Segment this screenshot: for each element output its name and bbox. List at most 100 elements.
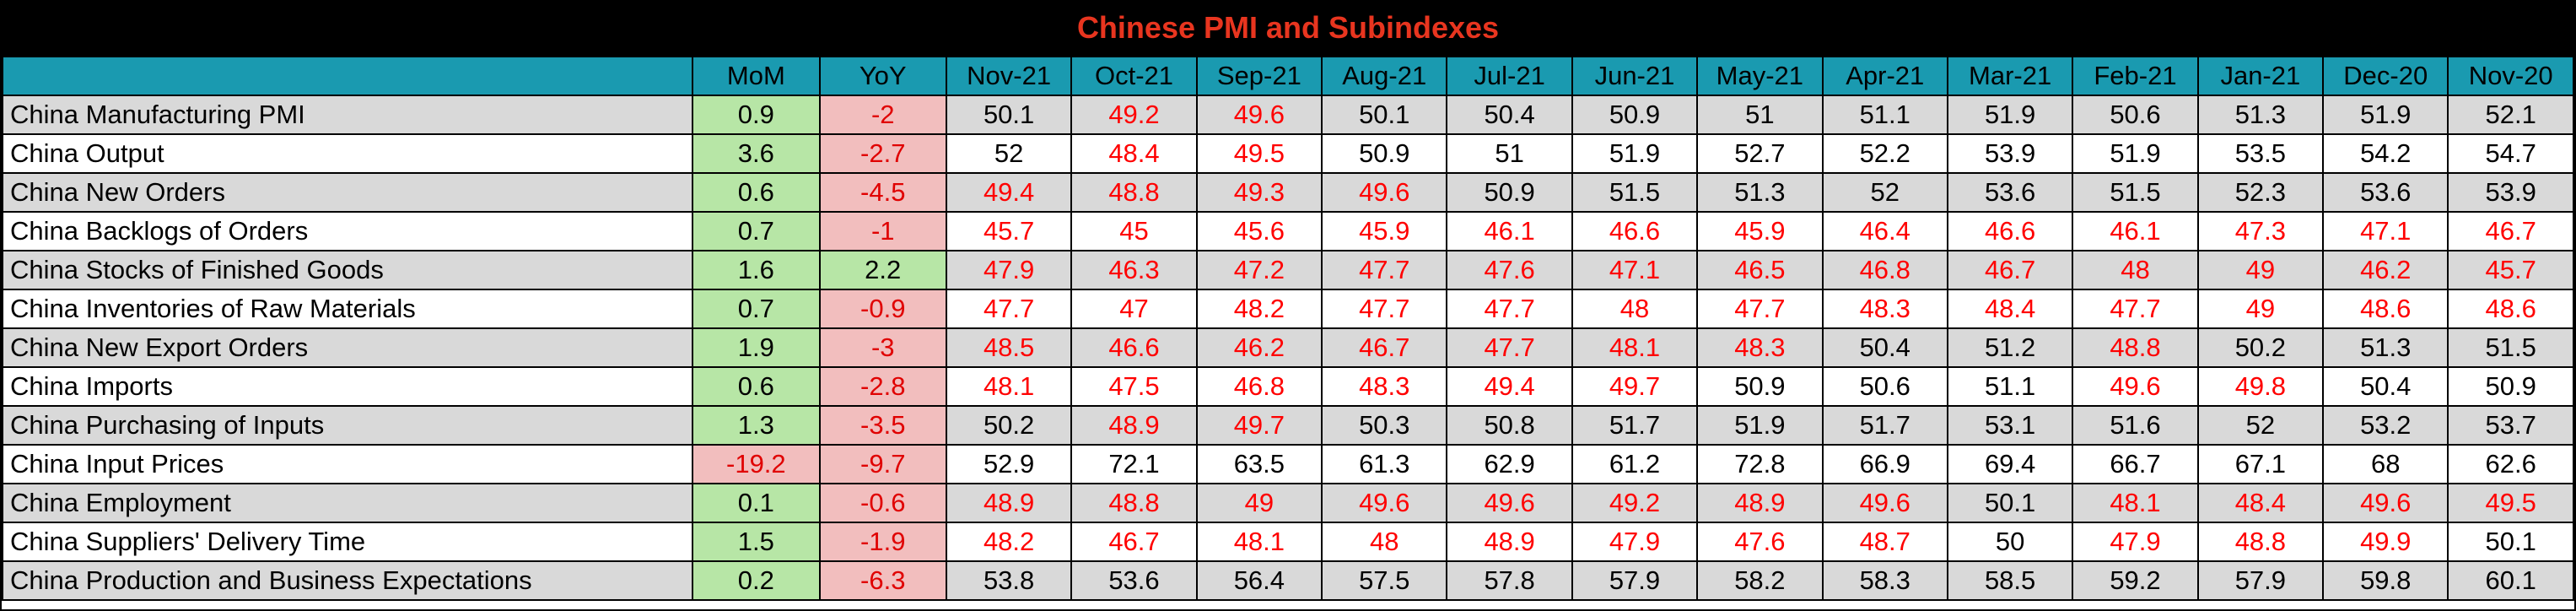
value-cell: 52: [945, 133, 1073, 174]
value-cell: 53.6: [1946, 172, 2074, 213]
value-cell: 48: [1571, 289, 1699, 329]
value-cell: 49.8: [2196, 366, 2325, 407]
value-cell: 50.9: [1446, 172, 1573, 213]
table-row: China Stocks of Finished Goods 1.6 2.2 47.9…: [1, 250, 2574, 290]
value-cell: 49.6: [2072, 366, 2199, 407]
row-label: China Manufacturing PMI: [1, 95, 694, 135]
value-cell: 46.8: [1821, 250, 1948, 290]
value-cell: 53.1: [1946, 405, 2074, 446]
value-cell: 47.7: [945, 289, 1073, 329]
value-cell: 50: [1946, 522, 2074, 562]
value-cell: 52.2: [1821, 133, 1948, 174]
value-cell: 50.2: [945, 405, 1073, 446]
value-cell: 58.2: [1696, 560, 1824, 601]
value-cell: 49.6: [1321, 172, 1448, 213]
value-cell: 62.9: [1446, 444, 1573, 484]
row-label: China Input Prices: [1, 444, 694, 484]
value-cell: 49.4: [945, 172, 1073, 213]
yoy-cell: -3: [818, 327, 947, 368]
value-cell: 50.1: [1946, 483, 2074, 523]
column-header-dec-20: Dec-20: [2322, 56, 2449, 96]
value-cell: 49.6: [1821, 483, 1948, 523]
mom-cell: 1.5: [692, 522, 821, 562]
value-cell: 57.5: [1321, 560, 1448, 601]
table-row: China Employment 0.1 -0.6 48.9 48.8 49 49.6 49.…: [1, 483, 2574, 523]
value-cell: 47.6: [1696, 522, 1824, 562]
value-cell: 49.9: [2322, 522, 2449, 562]
value-cell: 53.6: [1070, 560, 1198, 601]
mom-cell: 0.7: [692, 289, 821, 329]
value-cell: 46.1: [2072, 211, 2199, 251]
value-cell: 52.9: [945, 444, 1073, 484]
mom-cell: -19.2: [692, 444, 821, 484]
value-cell: 47.5: [1070, 366, 1198, 407]
value-cell: 56.4: [1195, 560, 1323, 601]
mom-cell: 0.2: [692, 560, 821, 601]
value-cell: 59.8: [2322, 560, 2449, 601]
value-cell: 52.1: [2447, 95, 2574, 135]
value-cell: 53.5: [2196, 133, 2325, 174]
table-row: China Suppliers' Delivery Time 1.5 -1.9 48.…: [1, 522, 2574, 562]
value-cell: 60.1: [2447, 560, 2574, 601]
column-header-jan-21: Jan-21: [2196, 56, 2325, 96]
row-label: China Imports: [1, 366, 694, 407]
yoy-cell: -3.5: [818, 405, 947, 446]
value-cell: 57.9: [2196, 560, 2325, 601]
column-header-may-21: May-21: [1696, 56, 1824, 96]
column-header-apr-21: Apr-21: [1821, 56, 1948, 96]
value-cell: 46.7: [1946, 250, 2074, 290]
value-cell: 47: [1070, 289, 1198, 329]
value-cell: 45.6: [1195, 211, 1323, 251]
column-header-yoy: YoY: [818, 56, 947, 96]
value-cell: 50.9: [1696, 366, 1824, 407]
value-cell: 62.6: [2447, 444, 2574, 484]
column-header-feb-21: Feb-21: [2072, 56, 2199, 96]
value-cell: 58.3: [1821, 560, 1948, 601]
value-cell: 47.7: [1321, 289, 1448, 329]
value-cell: 49.4: [1446, 366, 1573, 407]
value-cell: 47.1: [2322, 211, 2449, 251]
value-cell: 52.7: [1696, 133, 1824, 174]
value-cell: 47.1: [1571, 250, 1699, 290]
value-cell: 53.9: [2447, 172, 2574, 213]
value-cell: 49.5: [1195, 133, 1323, 174]
value-cell: 52: [2196, 405, 2325, 446]
value-cell: 66.9: [1821, 444, 1948, 484]
table-row: China Production and Business Expectatio…: [1, 560, 2574, 601]
value-cell: 48.3: [1821, 289, 1948, 329]
row-label: China New Orders: [1, 172, 694, 213]
row-label: China New Export Orders: [1, 327, 694, 368]
table-row: China Backlogs of Orders 0.7 -1 45.7 45 45.6 4…: [1, 211, 2574, 251]
row-label: China Stocks of Finished Goods: [1, 250, 694, 290]
table-row: China New Export Orders 1.9 -3 48.5 46.6 46.2…: [1, 327, 2574, 368]
value-cell: 50.6: [2072, 95, 2199, 135]
value-cell: 51.9: [1571, 133, 1699, 174]
value-cell: 48.7: [1821, 522, 1948, 562]
value-cell: 54.2: [2322, 133, 2449, 174]
value-cell: 47.7: [1446, 327, 1573, 368]
value-cell: 51.1: [1946, 366, 2074, 407]
value-cell: 45.7: [945, 211, 1073, 251]
value-cell: 47.7: [1696, 289, 1824, 329]
yoy-cell: -0.9: [818, 289, 947, 329]
value-cell: 47.9: [1571, 522, 1699, 562]
value-cell: 51.7: [1821, 405, 1948, 446]
value-cell: 46.8: [1195, 366, 1323, 407]
value-cell: 57.9: [1571, 560, 1699, 601]
value-cell: 45.9: [1696, 211, 1824, 251]
value-cell: 63.5: [1195, 444, 1323, 484]
mom-cell: 0.7: [692, 211, 821, 251]
mom-cell: 1.3: [692, 405, 821, 446]
value-cell: 50.4: [1821, 327, 1948, 368]
row-label: China Suppliers' Delivery Time: [1, 522, 694, 562]
value-cell: 61.2: [1571, 444, 1699, 484]
value-cell: 50.9: [1571, 95, 1699, 135]
value-cell: 50.3: [1321, 405, 1448, 446]
value-cell: 47.9: [2072, 522, 2199, 562]
value-cell: 58.5: [1946, 560, 2074, 601]
value-cell: 72.1: [1070, 444, 1198, 484]
value-cell: 48.2: [1195, 289, 1323, 329]
column-header-oct-21: Oct-21: [1070, 56, 1198, 96]
value-cell: 46.6: [1946, 211, 2074, 251]
